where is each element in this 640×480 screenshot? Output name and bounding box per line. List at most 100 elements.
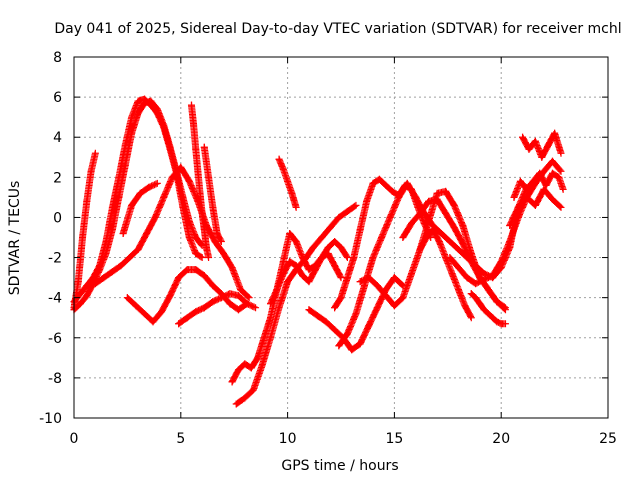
- data-point: [258, 362, 266, 370]
- data-point: [506, 238, 514, 246]
- data-point: [177, 163, 185, 171]
- data-point: [559, 185, 567, 193]
- data-point: [326, 223, 334, 231]
- data-point: [382, 181, 390, 189]
- data-point: [311, 266, 319, 274]
- data-point: [134, 109, 142, 117]
- data-point: [192, 266, 200, 274]
- data-point: [305, 306, 313, 314]
- data-point: [83, 292, 91, 300]
- data-point: [437, 229, 445, 237]
- data-point: [425, 197, 433, 205]
- y-tick-label: -2: [48, 251, 62, 267]
- data-point: [200, 272, 208, 280]
- data-point: [245, 294, 253, 302]
- data-point: [279, 270, 287, 278]
- data-point: [143, 229, 151, 237]
- data-point: [489, 314, 497, 322]
- series-sat-13: [267, 238, 351, 308]
- data-point: [390, 302, 398, 310]
- data-point: [399, 294, 407, 302]
- data-point: [542, 181, 550, 189]
- data-point: [343, 207, 351, 215]
- data-point: [96, 266, 104, 274]
- data-point: [305, 278, 313, 286]
- y-tick-label: -6: [48, 331, 62, 347]
- data-point: [516, 177, 524, 185]
- data-point: [510, 193, 518, 201]
- data-point: [356, 278, 364, 286]
- series-trace: [119, 180, 160, 237]
- data-point: [247, 364, 255, 372]
- data-point: [365, 322, 373, 330]
- data-point: [252, 304, 260, 312]
- data-layer: [70, 95, 567, 408]
- data-point: [226, 290, 234, 298]
- data-point: [234, 366, 242, 374]
- data-point: [286, 258, 294, 266]
- data-point: [459, 221, 467, 229]
- data-point: [309, 244, 317, 252]
- data-point: [91, 149, 99, 157]
- data-point: [192, 145, 200, 153]
- data-point: [187, 101, 195, 109]
- data-point: [454, 246, 462, 254]
- data-point: [540, 167, 548, 175]
- data-point: [198, 254, 206, 262]
- data-point: [153, 105, 161, 113]
- data-point: [514, 203, 522, 211]
- data-point: [136, 189, 144, 197]
- data-point: [388, 187, 396, 195]
- data-point: [461, 302, 469, 310]
- data-point: [217, 238, 225, 246]
- data-point: [205, 173, 213, 181]
- data-point: [416, 246, 424, 254]
- y-tick-label: 0: [53, 210, 62, 226]
- data-point: [132, 302, 140, 310]
- data-point: [76, 290, 84, 298]
- data-point: [369, 179, 377, 187]
- y-axis-label: SDTVAR / TECUs: [7, 181, 23, 296]
- data-point: [429, 225, 437, 233]
- data-point: [548, 169, 556, 177]
- data-point: [305, 266, 313, 274]
- data-point: [279, 258, 287, 266]
- data-point: [356, 225, 364, 233]
- data-point: [160, 193, 168, 201]
- data-point: [416, 209, 424, 217]
- data-point: [128, 129, 136, 137]
- data-point: [220, 250, 228, 258]
- data-point: [228, 378, 236, 386]
- data-point: [108, 203, 116, 211]
- data-point: [480, 276, 488, 284]
- data-point: [324, 244, 332, 252]
- data-point: [360, 282, 368, 290]
- data-point: [348, 346, 356, 354]
- data-point: [472, 294, 480, 302]
- series-sat-05: [119, 179, 161, 237]
- data-point: [192, 234, 200, 241]
- data-point: [395, 193, 403, 201]
- data-point: [335, 213, 343, 221]
- data-point: [200, 304, 208, 312]
- x-tick-label: 25: [599, 431, 617, 447]
- data-point: [557, 167, 565, 175]
- data-point: [531, 201, 539, 209]
- data-point: [200, 225, 208, 233]
- data-point: [243, 300, 251, 308]
- data-point: [386, 213, 394, 221]
- data-point: [373, 282, 381, 290]
- data-point: [331, 262, 339, 270]
- data-point: [76, 300, 84, 308]
- data-point: [378, 234, 386, 241]
- data-point: [254, 354, 262, 362]
- data-point: [442, 187, 450, 195]
- data-point: [140, 99, 148, 107]
- data-point: [241, 394, 249, 402]
- data-point: [102, 250, 110, 258]
- data-point: [435, 238, 443, 246]
- data-point: [480, 270, 488, 278]
- data-point: [198, 209, 206, 217]
- data-point: [100, 274, 108, 282]
- data-point: [454, 264, 462, 272]
